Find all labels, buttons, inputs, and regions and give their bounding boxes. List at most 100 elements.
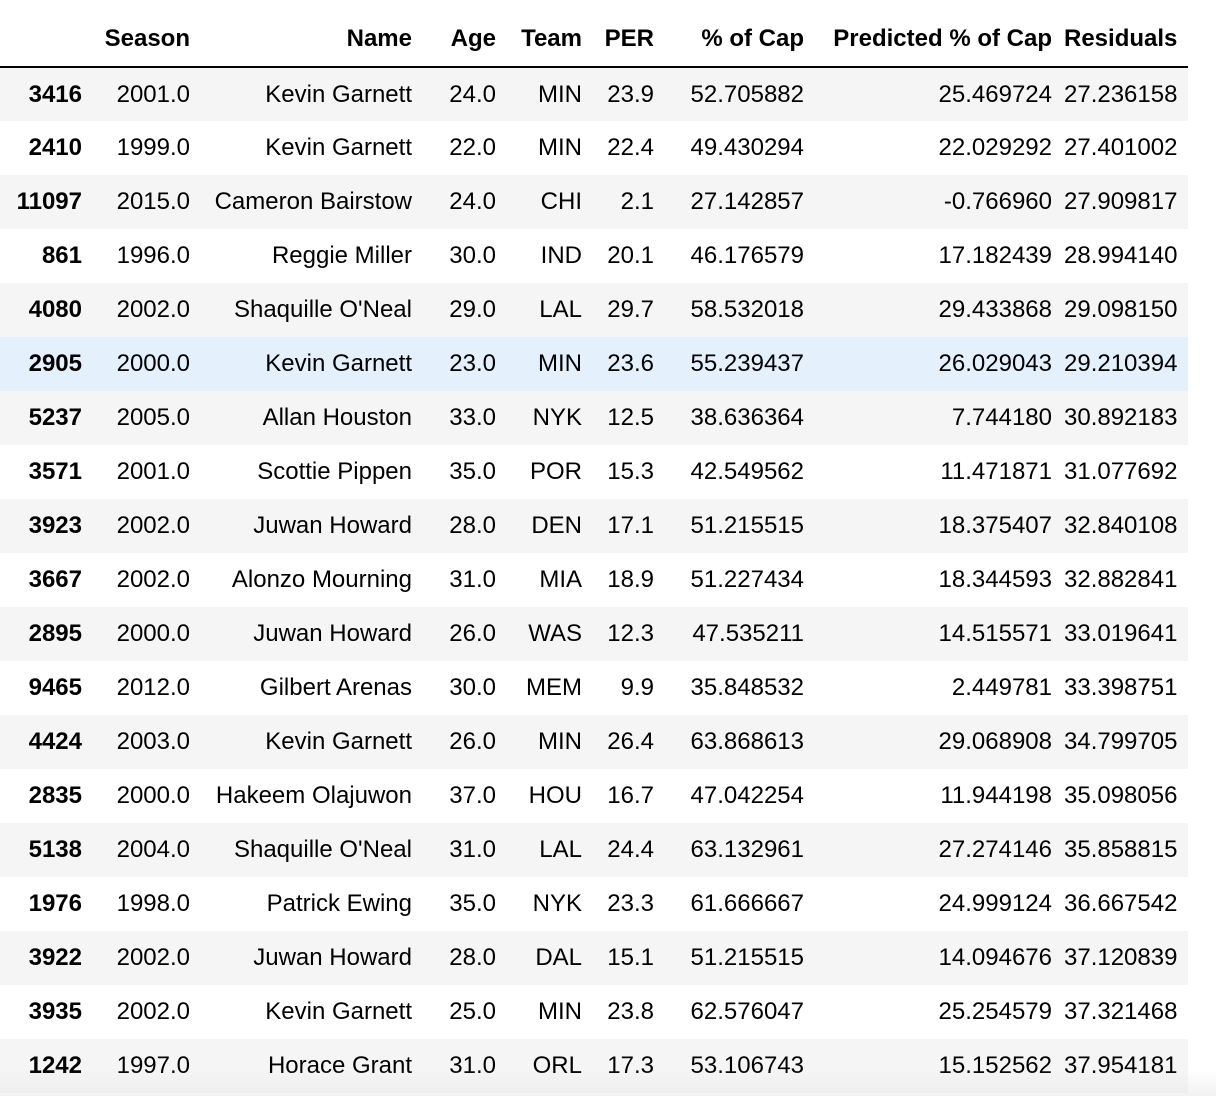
age-cell: 29.0 bbox=[449, 296, 496, 323]
age-cell: 31.0 bbox=[449, 1052, 496, 1079]
team-cell: MIN bbox=[538, 350, 582, 377]
name-cell: Kevin Garnett bbox=[265, 350, 412, 377]
table-row: 4080 2002.0 Shaquille O'Neal 29.0 LAL 29.7 58.… bbox=[0, 283, 1188, 337]
pct-cap-cell: 63.868613 bbox=[690, 728, 804, 755]
residuals-cell: 27.909817 bbox=[1064, 188, 1178, 215]
season-cell: 2015.0 bbox=[116, 188, 190, 215]
team-cell: POR bbox=[529, 458, 582, 485]
table-row: 1242 1997.0 Horace Grant 31.0 ORL 17.3 53.1067… bbox=[0, 1039, 1188, 1093]
pred-pct-cap-cell: 11.471871 bbox=[940, 458, 1052, 485]
pred-pct-cap-cell: 27.274146 bbox=[938, 836, 1052, 863]
per-cell: 23.9 bbox=[607, 80, 654, 108]
pct-cap-cell: 35.848532 bbox=[690, 674, 804, 701]
table-row: 4424 2003.0 Kevin Garnett 26.0 MIN 26.4 63.868… bbox=[0, 715, 1188, 769]
row-index: 2835 bbox=[28, 782, 82, 809]
team-cell: MIN bbox=[538, 80, 582, 108]
season-cell: 2012.0 bbox=[116, 674, 190, 701]
index-header bbox=[0, 12, 94, 68]
table-row: 2835 2000.0 Hakeem Olajuwon 37.0 HOU 16.7 47.0… bbox=[0, 769, 1188, 823]
per-cell: 9.9 bbox=[620, 674, 654, 701]
residuals-cell: 37.321468 bbox=[1064, 998, 1178, 1025]
pct-cap-cell: 47.535211 bbox=[692, 620, 804, 647]
name-cell: Allan Houston bbox=[262, 404, 412, 431]
row-index: 2410 bbox=[28, 134, 82, 161]
table-row: 861 1996.0 Reggie Miller 30.0 IND 20.1 46.1765… bbox=[0, 229, 1188, 283]
table-row: 1976 1998.0 Patrick Ewing 35.0 NYK 23.3 61.666… bbox=[0, 877, 1188, 931]
pred-pct-cap-cell: 25.254579 bbox=[938, 998, 1052, 1025]
table-row: 3922 2002.0 Juwan Howard 28.0 DAL 15.1 51.2155… bbox=[0, 931, 1188, 985]
residuals-cell: 28.994140 bbox=[1064, 242, 1178, 269]
per-cell: 12.3 bbox=[607, 620, 654, 647]
name-cell: Hakeem Olajuwon bbox=[215, 782, 412, 809]
residuals-cell: 37.120839 bbox=[1064, 944, 1178, 971]
age-cell: 28.0 bbox=[449, 944, 496, 971]
pct-cap-cell: 27.142857 bbox=[690, 188, 804, 215]
name-cell: Horace Grant bbox=[267, 1052, 412, 1079]
season-cell: 1996.0 bbox=[116, 242, 190, 269]
table-row: 3935 2002.0 Kevin Garnett 25.0 MIN 23.8 62.576… bbox=[0, 985, 1188, 1039]
pred-pct-cap-cell: 17.182439 bbox=[938, 242, 1052, 269]
season-cell: 2000.0 bbox=[116, 620, 190, 647]
residuals-cell: 27.236158 bbox=[1064, 80, 1178, 108]
age-cell: 25.0 bbox=[449, 998, 496, 1025]
age-cell: 37.0 bbox=[449, 782, 496, 809]
name-cell: Patrick Ewing bbox=[266, 890, 412, 917]
team-cell: MEM bbox=[526, 674, 582, 701]
table-row: 3416 2001.0 Kevin Garnett 24.0 MIN 23.9 52.705… bbox=[0, 67, 1188, 121]
season-cell: 2005.0 bbox=[116, 404, 190, 431]
pct-cap-cell: 62.576047 bbox=[690, 998, 804, 1025]
residuals-cell: 35.098056 bbox=[1064, 782, 1178, 809]
table-row: 2905 2000.0 Kevin Garnett 23.0 MIN 23.6 55.239… bbox=[0, 337, 1188, 391]
per-cell: 15.1 bbox=[607, 944, 654, 971]
season-cell: 2002.0 bbox=[116, 944, 190, 971]
residuals-cell: 32.882841 bbox=[1064, 566, 1178, 593]
team-cell: MIN bbox=[538, 728, 582, 755]
season-cell: 2000.0 bbox=[116, 782, 190, 809]
age-cell: 26.0 bbox=[449, 620, 496, 647]
pct-cap-cell: 51.227434 bbox=[690, 566, 804, 593]
season-cell: 2002.0 bbox=[116, 998, 190, 1025]
per-cell: 12.5 bbox=[607, 404, 654, 431]
age-cell: 31.0 bbox=[449, 566, 496, 593]
team-header: Team bbox=[508, 12, 594, 68]
dataframe-table: Season Name Age Team PER% of Cap Predicted % … bbox=[0, 12, 1188, 1093]
name-cell: Scottie Pippen bbox=[257, 458, 412, 485]
team-cell: ORL bbox=[532, 1052, 582, 1079]
name-cell: Kevin Garnett bbox=[265, 80, 412, 108]
table-row: 5138 2004.0 Shaquille O'Neal 31.0 LAL 24.4 63.… bbox=[0, 823, 1188, 877]
residuals-cell: 27.401002 bbox=[1064, 134, 1178, 161]
season-cell: 2002.0 bbox=[116, 296, 190, 323]
pred-pct-cap-header: Predicted % of Cap bbox=[816, 12, 1064, 68]
pred-pct-cap-cell: 26.029043 bbox=[938, 350, 1052, 377]
row-index: 3416 bbox=[28, 80, 82, 108]
age-cell: 30.0 bbox=[449, 674, 496, 701]
per-cell: 17.1 bbox=[607, 512, 654, 539]
name-cell: Juwan Howard bbox=[253, 944, 412, 971]
age-cell: 35.0 bbox=[449, 458, 496, 485]
pct-cap-cell: 63.132961 bbox=[690, 836, 804, 863]
name-cell: Reggie Miller bbox=[271, 242, 412, 269]
residuals-header: Residuals bbox=[1064, 12, 1188, 68]
season-cell: 2000.0 bbox=[116, 350, 190, 377]
team-cell: DEN bbox=[531, 512, 582, 539]
pct-cap-cell: 38.636364 bbox=[690, 404, 804, 431]
name-cell: Gilbert Arenas bbox=[259, 674, 412, 701]
pct-cap-cell: 55.239437 bbox=[690, 350, 804, 377]
team-cell: NYK bbox=[532, 404, 582, 431]
pred-pct-cap-cell: 24.999124 bbox=[938, 890, 1052, 917]
per-header: PER bbox=[594, 12, 666, 68]
pct-cap-cell: 52.705882 bbox=[690, 80, 804, 108]
team-cell: LAL bbox=[539, 836, 582, 863]
table-row: 3667 2002.0 Alonzo Mourning 31.0 MIA 18.9 51.2… bbox=[0, 553, 1188, 607]
season-cell: 2002.0 bbox=[116, 566, 190, 593]
team-cell: MIN bbox=[538, 998, 582, 1025]
name-header: Name bbox=[202, 12, 424, 68]
table-row: 2410 1999.0 Kevin Garnett 22.0 MIN 22.4 49.430… bbox=[0, 121, 1188, 175]
pred-pct-cap-cell: 15.152562 bbox=[938, 1052, 1052, 1079]
pct-cap-header: % of Cap bbox=[666, 12, 816, 68]
age-cell: 24.0 bbox=[449, 80, 496, 108]
per-cell: 26.4 bbox=[607, 728, 654, 755]
row-index: 861 bbox=[41, 242, 82, 269]
row-index: 2905 bbox=[28, 350, 82, 377]
pred-pct-cap-cell: 14.515571 bbox=[938, 620, 1052, 647]
